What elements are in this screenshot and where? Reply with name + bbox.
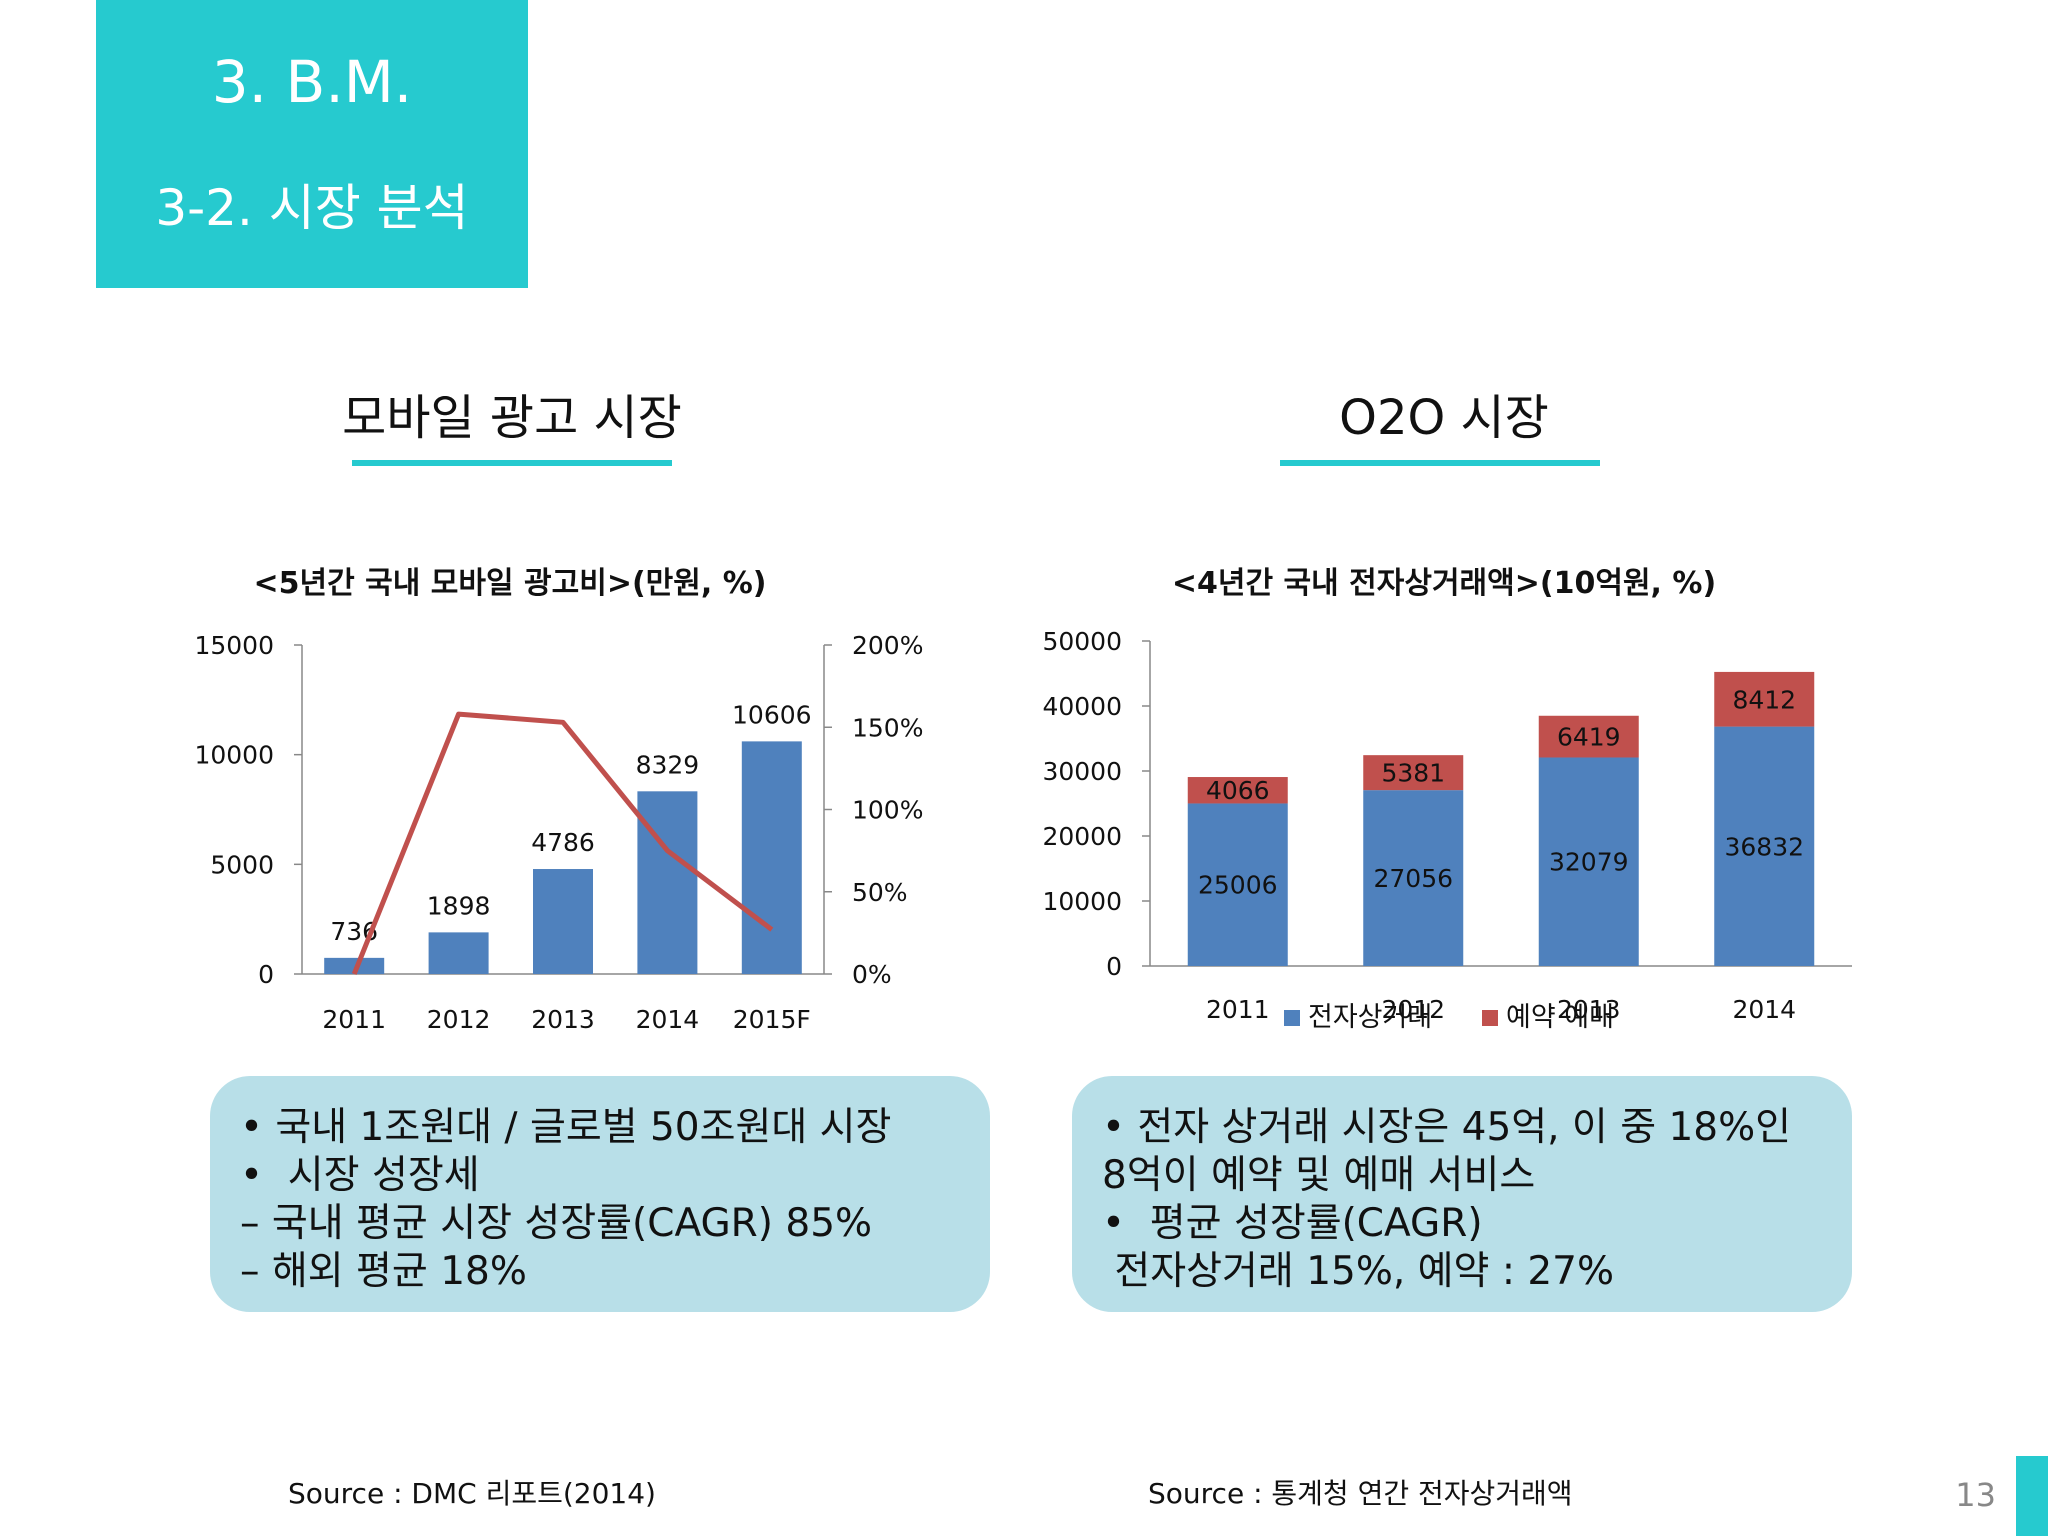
y2-tick-label: 50%: [852, 878, 908, 907]
bar: [741, 741, 802, 974]
bar-data-label: 1898: [427, 891, 491, 920]
info-line: – 해외 평균 18%: [240, 1249, 527, 1294]
bar: [637, 791, 698, 974]
y-tick-label: 10000: [1042, 887, 1122, 916]
x-tick-label: 2012: [427, 1005, 491, 1034]
bar-data-label: 8412: [1732, 685, 1796, 714]
info-line: • 시장 성장세: [240, 1153, 480, 1198]
right-chart-title: <4년간 국내 전자상거래액>(10억원, %): [1171, 566, 1717, 601]
x-tick-label: 2013: [1557, 995, 1621, 1024]
y-tick-label: 5000: [210, 850, 274, 879]
info-line: • 평균 성장률(CAGR): [1102, 1201, 1483, 1246]
x-tick-label: 2011: [322, 1005, 386, 1034]
x-tick-label: 2013: [531, 1005, 595, 1034]
right-info-box: • 전자 상거래 시장은 45억, 이 중 18%인 8억이 예약 및 예매 서…: [1072, 1076, 1852, 1312]
x-tick-label: 2011: [1206, 995, 1270, 1024]
left-source: Source : DMC 리포트(2014): [288, 1477, 656, 1510]
info-line: – 국내 평균 시장 성장률(CAGR) 85%: [240, 1201, 873, 1246]
legend-label-ecommerce: 전자상거래: [1308, 1002, 1432, 1033]
info-line: 8억이 예약 및 예매 서비스: [1102, 1153, 1536, 1198]
legend-swatch-ecommerce: [1284, 1010, 1300, 1026]
bar: [324, 957, 385, 974]
info-line: • 국내 1조원대 / 글로벌 50조원대 시장: [240, 1105, 892, 1150]
header-box: 3. B.M. 3-2. 시장 분석: [96, 0, 528, 288]
bar-data-label: 5381: [1381, 759, 1445, 788]
bar-data-label: 27056: [1373, 864, 1453, 893]
section-title: 3. B.M.: [211, 48, 413, 116]
y-tick-label: 0: [258, 960, 274, 989]
bar-data-label: 10606: [732, 700, 812, 729]
bar-data-label: 32079: [1549, 848, 1629, 877]
x-tick-label: 2015F: [733, 1005, 811, 1034]
y-tick-label: 20000: [1042, 822, 1122, 851]
y-tick-label: 10000: [194, 741, 274, 770]
right-section-title: O2O 시장: [1339, 390, 1549, 446]
legend-label-reservation: 예약 예매: [1506, 1002, 1614, 1033]
y2-tick-label: 0%: [852, 960, 892, 989]
y-tick-label: 50000: [1042, 627, 1122, 656]
bar-segment-ecommerce: [1538, 757, 1639, 966]
bar-data-label: 4066: [1206, 776, 1270, 805]
legend-swatch-reservation: [1482, 1010, 1498, 1026]
bar-segment-ecommerce: [1714, 726, 1815, 966]
left-chart-title: <5년간 국내 모바일 광고비>(만원, %): [253, 566, 767, 601]
page-tab: [2016, 1456, 2048, 1536]
y2-tick-label: 150%: [852, 713, 923, 742]
left-info-box: • 국내 1조원대 / 글로벌 50조원대 시장 • 시장 성장세 – 국내 평…: [210, 1076, 990, 1312]
bar: [428, 932, 489, 974]
left-section-underline: [352, 460, 672, 466]
ecommerce-chart: 0 10000 20000 30000 40000 50000 25006 4066 2011 2…: [1042, 627, 1852, 1033]
bar-data-label: 36832: [1724, 832, 1804, 861]
y-tick-label: 15000: [194, 631, 274, 660]
bar-segment-reservation: [1363, 755, 1464, 791]
bar-data-label: 8329: [636, 750, 700, 779]
right-section-underline: [1280, 460, 1600, 466]
page-number: 13: [1955, 1476, 1996, 1514]
y-tick-label: 30000: [1042, 757, 1122, 786]
x-tick-label: 2012: [1381, 995, 1445, 1024]
bar-segment-reservation: [1538, 715, 1639, 758]
bar-segment-ecommerce: [1187, 803, 1288, 966]
x-tick-label: 2014: [636, 1005, 700, 1034]
y2-tick-label: 200%: [852, 631, 923, 660]
mobile-ad-chart: 0500010000150000%50%100%150%200%73620111…: [194, 631, 923, 1034]
right-source: Source : 통계청 연간 전자상거래액: [1148, 1477, 1573, 1510]
growth-line: [351, 711, 774, 975]
bar-segment-ecommerce: [1363, 790, 1464, 966]
y2-tick-label: 100%: [852, 796, 923, 825]
subsection-title: 3-2. 시장 분석: [155, 179, 469, 237]
bar-segment-reservation: [1187, 777, 1288, 804]
info-line: • 전자 상거래 시장은 45억, 이 중 18%인: [1102, 1105, 1792, 1150]
left-section-title: 모바일 광고 시장: [342, 390, 682, 446]
bar-data-label: 25006: [1198, 871, 1278, 900]
bar-segment-reservation: [1714, 671, 1815, 727]
y-tick-label: 0: [1106, 952, 1122, 981]
y-tick-label: 40000: [1042, 692, 1122, 721]
bar: [533, 869, 593, 974]
info-line: 전자상거래 15%, 예약 : 27%: [1102, 1249, 1615, 1294]
bar-data-label: 4786: [531, 828, 595, 857]
x-tick-label: 2014: [1732, 995, 1796, 1024]
bar-data-label: 6419: [1557, 723, 1621, 752]
